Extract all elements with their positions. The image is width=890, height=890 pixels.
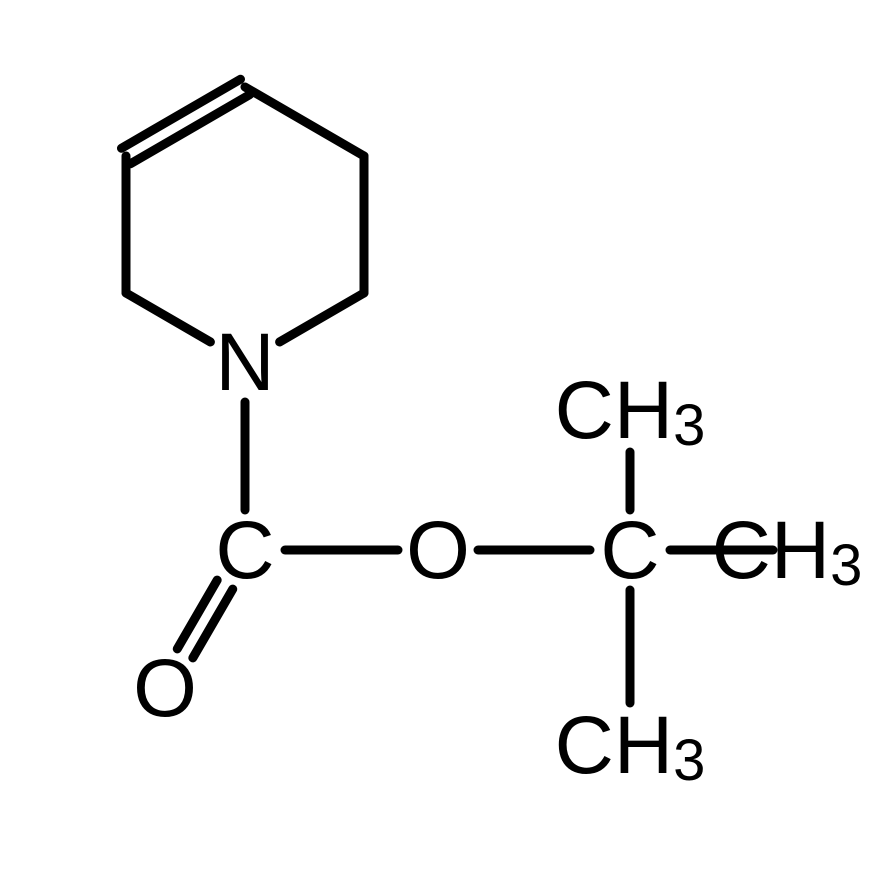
atom-label-M3: CH3: [555, 700, 706, 793]
bond-line: [193, 589, 233, 658]
atom-label-N: N: [215, 317, 274, 408]
bond-line: [126, 293, 210, 342]
atom-label-Oest: O: [406, 505, 470, 596]
bond-line: [280, 293, 364, 342]
atom-label-M2: CH3: [712, 505, 863, 598]
bond-line: [245, 87, 364, 156]
atom-label-Ccar: C: [215, 505, 274, 596]
bond-line: [177, 580, 217, 649]
chemical-structure-diagram: NCOOCCH3CH3CH3: [0, 0, 890, 890]
atom-label-Odb: O: [133, 643, 197, 734]
atom-label-M1: CH3: [555, 365, 706, 458]
atom-label-Ct: C: [600, 505, 659, 596]
